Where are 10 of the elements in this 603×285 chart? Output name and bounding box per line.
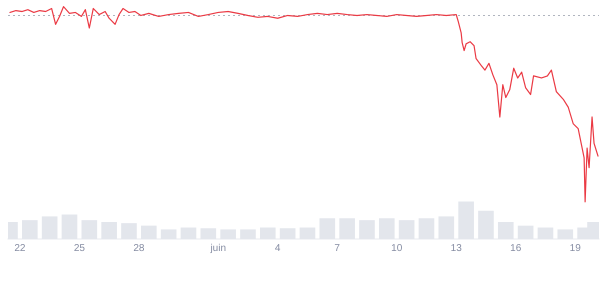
x-tick-label: 25 bbox=[74, 242, 86, 254]
x-tick-label: juin bbox=[209, 242, 226, 254]
x-tick-label: 10 bbox=[391, 242, 403, 254]
x-tick-label: 28 bbox=[133, 242, 145, 254]
x-tick-label: 16 bbox=[510, 242, 522, 254]
x-tick-label: 13 bbox=[450, 242, 462, 254]
x-tick-label: 7 bbox=[334, 242, 340, 254]
x-tick-label: 4 bbox=[274, 242, 281, 254]
x-tick-label: 19 bbox=[570, 242, 582, 254]
x-tick-label: 22 bbox=[14, 242, 26, 254]
